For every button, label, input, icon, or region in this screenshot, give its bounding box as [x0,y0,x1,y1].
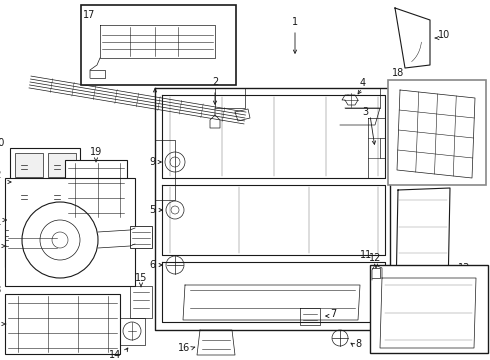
Bar [48,183,76,207]
Text: 12: 12 [369,253,381,263]
Text: 6: 6 [149,260,155,270]
Text: 16: 16 [178,343,190,353]
Text: 22: 22 [0,170,2,180]
Text: 4: 4 [360,78,366,88]
Bar [81,5,236,85]
Text: 18: 18 [392,68,404,78]
Bar [15,153,43,177]
Text: 20: 20 [0,138,5,148]
Text: 1: 1 [292,17,298,27]
Bar [5,178,135,286]
Bar [388,80,486,185]
Text: 5: 5 [149,205,155,215]
Text: 15: 15 [135,273,147,283]
Text: 9: 9 [149,157,155,167]
Text: 23: 23 [0,285,2,295]
Text: 14: 14 [109,350,121,360]
Text: 7: 7 [330,309,336,319]
Bar [65,160,127,220]
Text: 8: 8 [355,339,361,349]
Text: 11: 11 [360,250,372,260]
Text: 21: 21 [0,217,2,227]
Bar [370,265,488,353]
Text: 19: 19 [90,147,102,157]
Bar [5,225,60,267]
Text: 10: 10 [438,30,450,40]
Bar [48,153,76,177]
Text: 17: 17 [83,10,96,20]
Bar [5,294,120,354]
Bar [15,183,43,207]
Text: 13: 13 [458,263,470,273]
Text: 3: 3 [362,107,368,117]
Bar [130,226,152,248]
Text: 2: 2 [212,77,218,87]
Bar [10,148,80,216]
